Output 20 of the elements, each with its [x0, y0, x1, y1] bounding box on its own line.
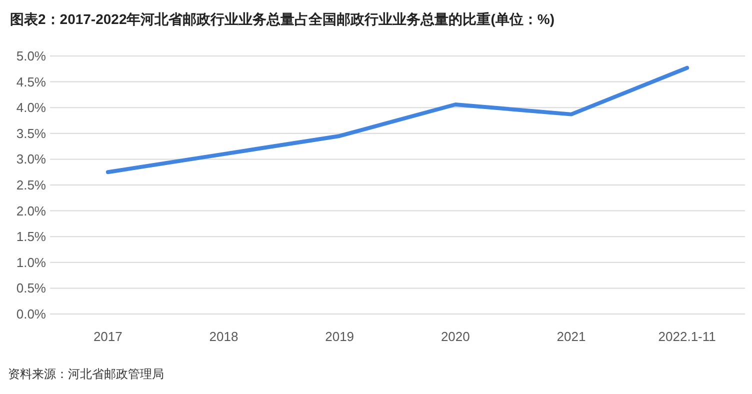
x-tick-label: 2019	[325, 329, 354, 344]
y-tick-label: 0.5%	[16, 280, 46, 296]
x-tick-label: 2017	[93, 329, 122, 344]
y-tick-label: 2.0%	[16, 203, 46, 218]
y-tick-label: 4.0%	[16, 100, 46, 116]
y-tick-label: 0.0%	[16, 306, 46, 322]
y-tick-label: 5.0%	[16, 48, 46, 64]
y-tick-label: 3.5%	[16, 126, 46, 141]
line-series	[106, 66, 690, 174]
y-tick-label: 4.5%	[16, 74, 46, 90]
y-tick-label: 2.5%	[16, 178, 46, 192]
text: 资料来源：河北省邮政管理局	[8, 367, 164, 381]
y-tick-label: 1.0%	[16, 254, 46, 270]
x-tick-label: 2018	[209, 329, 238, 344]
chart-title: 图表2：2017-2022年河北省邮政行业业务总量占全国邮政行业业务总量的比重(单位：%)	[10, 11, 555, 27]
y-tick-label: 3.0%	[16, 152, 46, 167]
y-tick-label: 1.5%	[16, 229, 46, 244]
x-tick-label: 2022.1-11	[658, 329, 716, 344]
x-tick-label: 2020	[440, 329, 470, 344]
x-tick-label: 2021	[556, 329, 586, 344]
